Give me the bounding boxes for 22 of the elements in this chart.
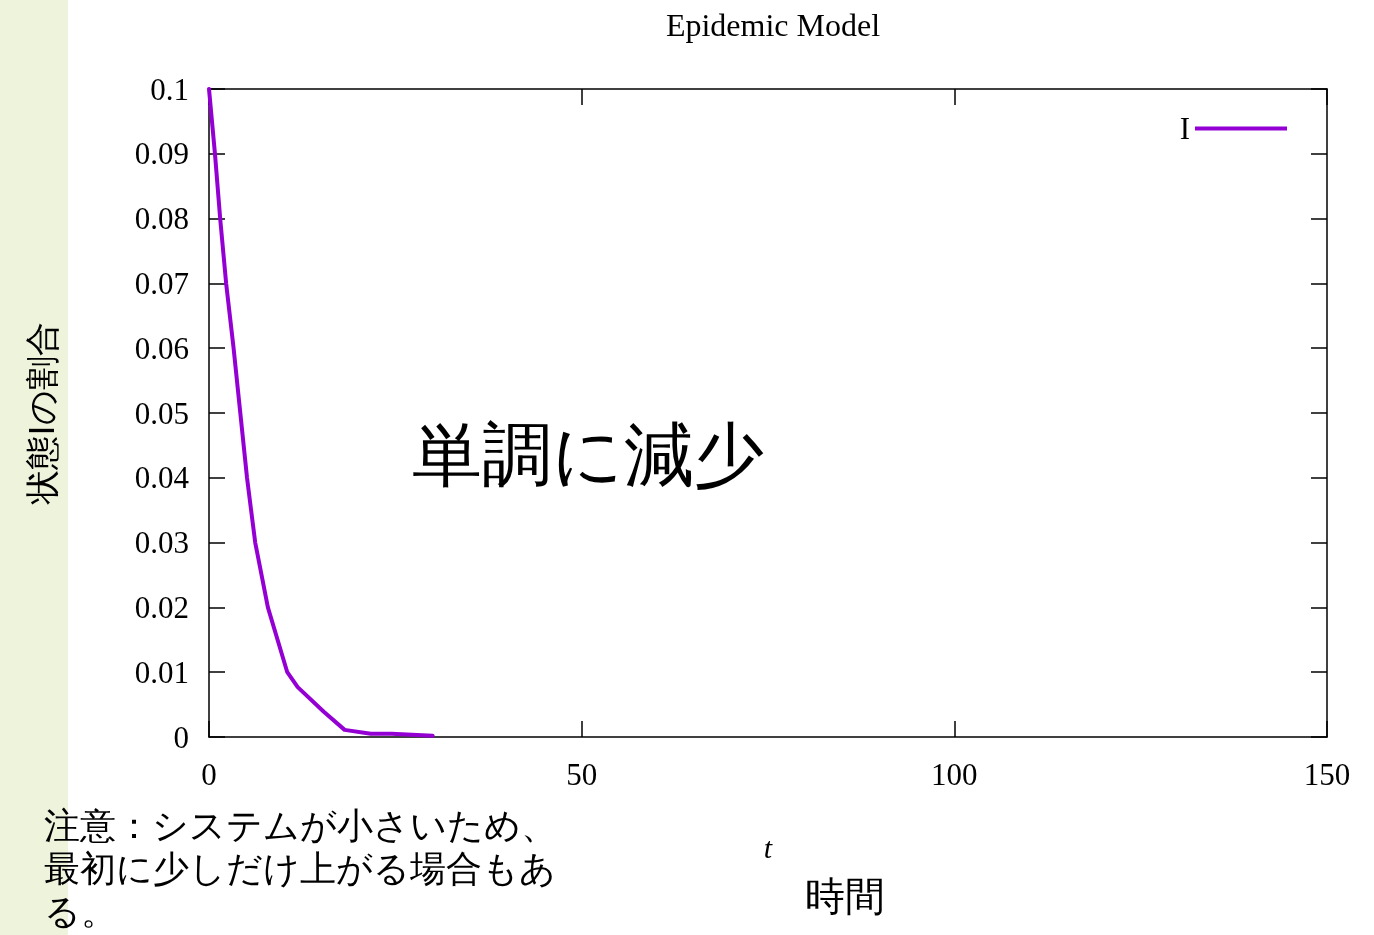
x-tick-label: 150 [1303, 757, 1351, 792]
y-tick-label: 0.05 [134, 395, 189, 431]
y-tick-label: 0.02 [134, 589, 189, 625]
y-tick-label: 0 [173, 719, 189, 755]
text: 時間 [805, 873, 885, 919]
text: 注意：システムが小さいため、最初に少しだけ上がる場合もある。 [44, 805, 557, 932]
y-tick-label: 0.09 [134, 136, 189, 172]
y-tick-label: 0.04 [134, 460, 190, 496]
y-tick-label: 0.1 [150, 71, 189, 107]
x-axis-title: t [763, 830, 773, 864]
y-tick-label: 0.08 [134, 201, 189, 237]
y-axis-title: 状態Iの割合 [22, 322, 62, 505]
y-tick-label: 0.03 [134, 525, 189, 561]
y-tick-label: 0.07 [134, 265, 189, 301]
x-tick-label: 100 [931, 757, 978, 792]
chart-title: Epidemic Model [665, 7, 881, 43]
y-tick-label: 0.06 [134, 330, 189, 366]
y-tick-label: 0.01 [134, 654, 189, 690]
x-tick-label: 50 [566, 757, 598, 792]
x-tick-label: 0 [201, 757, 217, 792]
legend-label: I [1179, 111, 1190, 146]
annotation: 単調に減少 [412, 414, 764, 496]
